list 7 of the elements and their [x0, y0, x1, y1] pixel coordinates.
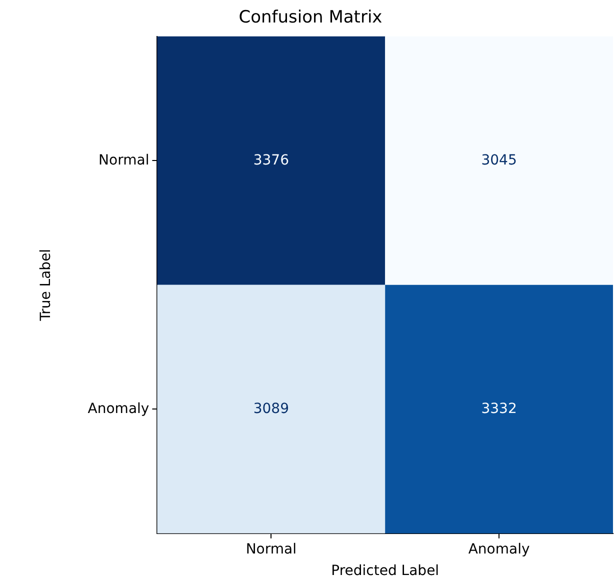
- chart-title: Confusion Matrix: [238, 8, 382, 28]
- data-label: 3045: [481, 152, 517, 168]
- x-axis-title: Predicted Label: [331, 563, 440, 580]
- data-label: 3332: [481, 400, 517, 417]
- data-label: 3089: [253, 400, 289, 417]
- y-axis-title: True Label: [38, 248, 54, 322]
- data-label: 3376: [253, 152, 290, 168]
